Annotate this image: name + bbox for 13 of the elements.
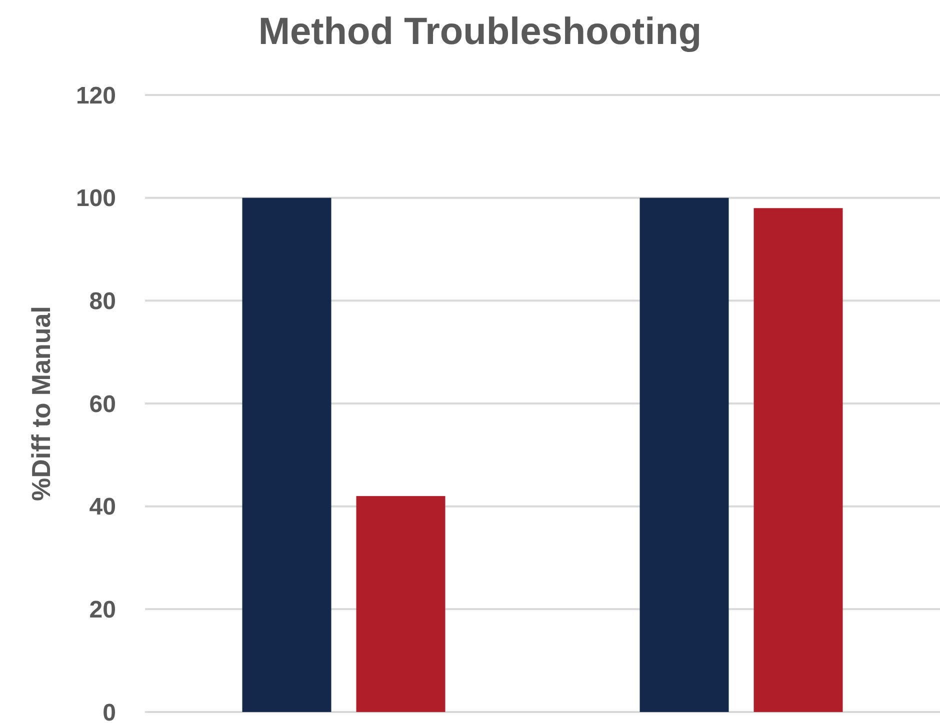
bar xyxy=(640,198,729,712)
bar xyxy=(356,496,446,712)
chart-title: Method Troubleshooting xyxy=(258,11,702,53)
y-tick-label: 20 xyxy=(89,596,116,624)
y-tick-label: 120 xyxy=(76,82,116,110)
y-tick-label: 100 xyxy=(76,185,116,212)
bar xyxy=(242,198,332,712)
y-axis-title: %Diff to Manual xyxy=(26,306,56,501)
y-tick-label: 0 xyxy=(102,699,116,723)
y-tick-label: 60 xyxy=(89,390,116,418)
y-tick-label: 80 xyxy=(89,288,116,316)
bar xyxy=(754,208,843,712)
y-tick-label: 40 xyxy=(89,494,116,521)
